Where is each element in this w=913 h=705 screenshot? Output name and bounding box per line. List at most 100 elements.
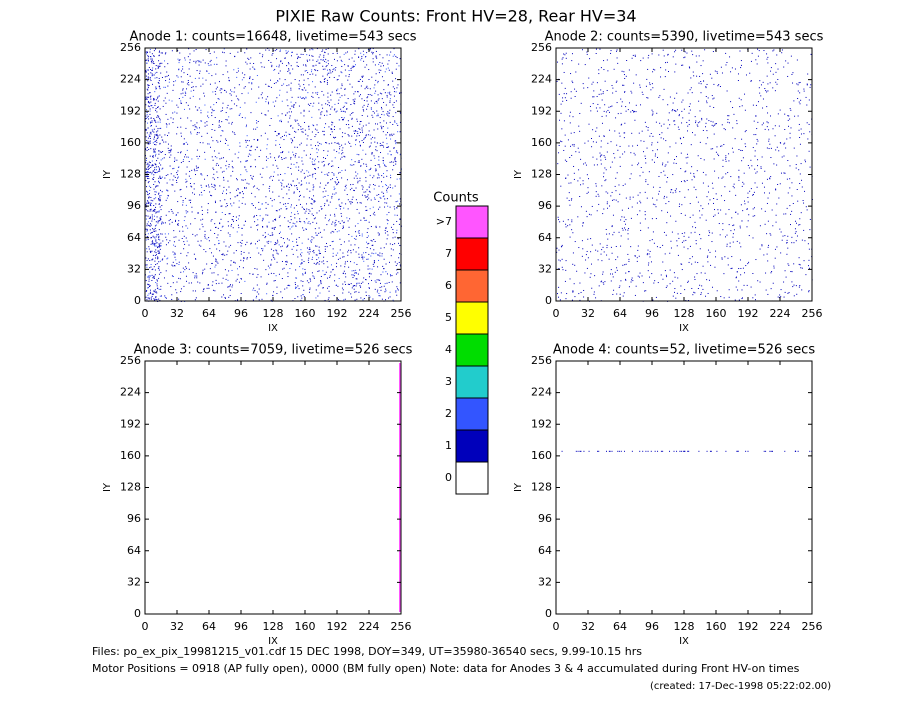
count-pixel: [389, 261, 391, 263]
count-pixel: [166, 258, 168, 260]
count-pixel: [374, 137, 376, 139]
count-pixel: [377, 128, 379, 130]
count-pixel: [146, 69, 148, 71]
count-pixel: [393, 95, 395, 97]
count-pixel: [313, 277, 315, 279]
count-pixel: [323, 187, 325, 189]
count-pixel: [381, 76, 383, 78]
count-pixel: [157, 246, 159, 248]
count-pixel: [767, 112, 769, 114]
count-pixel: [299, 85, 301, 87]
count-pixel: [190, 223, 192, 225]
count-pixel: [377, 289, 379, 291]
count-pixel: [337, 78, 339, 80]
count-pixel: [368, 253, 370, 255]
count-pixel: [378, 233, 380, 235]
count-pixel: [149, 77, 151, 79]
count-pixel: [240, 292, 242, 294]
count-pixel: [343, 256, 345, 258]
count-pixel: [394, 160, 396, 162]
count-pixel: [148, 275, 150, 277]
count-pixel: [648, 54, 650, 56]
count-pixel: [739, 242, 741, 244]
count-pixel: [673, 109, 675, 111]
count-pixel: [146, 172, 148, 174]
count-pixel: [212, 91, 214, 93]
count-pixel: [611, 199, 613, 201]
count-pixel: [237, 274, 239, 276]
count-pixel: [781, 156, 783, 158]
count-pixel: [151, 105, 153, 107]
count-pixel: [396, 286, 398, 288]
count-pixel: [222, 107, 224, 109]
count-pixel: [250, 166, 252, 168]
count-pixel: [587, 257, 589, 259]
count-pixel: [290, 65, 292, 67]
count-pixel: [372, 52, 374, 54]
count-pixel: [187, 79, 189, 81]
count-pixel: [170, 148, 172, 150]
count-pixel: [184, 156, 186, 158]
count-pixel: [194, 77, 196, 79]
count-pixel: [301, 89, 303, 91]
count-pixel: [178, 264, 180, 266]
count-pixel: [215, 283, 217, 285]
count-pixel: [212, 289, 214, 291]
count-pixel: [355, 171, 357, 173]
count-pixel: [294, 155, 296, 157]
count-pixel: [667, 119, 669, 121]
count-pixel: [164, 86, 166, 88]
count-pixel: [176, 281, 178, 283]
count-pixel: [250, 154, 252, 156]
count-pixel: [559, 221, 561, 223]
count-pixel: [295, 102, 297, 104]
count-pixel: [673, 272, 675, 274]
count-pixel: [790, 224, 792, 226]
count-pixel: [697, 122, 699, 124]
count-pixel: [651, 53, 653, 55]
count-pixel: [665, 164, 667, 166]
count-pixel: [345, 75, 347, 77]
count-pixel: [221, 171, 223, 173]
count-pixel: [183, 108, 185, 110]
count-pixel: [706, 196, 708, 198]
count-pixel: [678, 114, 680, 116]
count-pixel: [675, 49, 677, 51]
count-pixel: [726, 243, 728, 245]
count-pixel: [250, 57, 252, 59]
count-pixel: [334, 188, 336, 190]
count-pixel: [151, 232, 153, 234]
count-pixel: [158, 211, 160, 213]
count-pixel: [389, 161, 391, 163]
count-pixel: [312, 221, 314, 223]
count-pixel: [366, 97, 368, 99]
count-pixel: [595, 48, 597, 50]
count-pixel: [300, 180, 302, 182]
count-pixel: [234, 56, 236, 58]
count-pixel: [317, 270, 319, 272]
count-pixel: [231, 166, 233, 168]
count-pixel: [652, 203, 654, 205]
count-pixel: [620, 124, 622, 126]
count-pixel: [333, 189, 335, 191]
count-pixel: [196, 167, 198, 169]
count-pixel: [215, 260, 217, 262]
count-pixel: [345, 124, 347, 126]
count-pixel: [355, 175, 357, 177]
count-pixel: [383, 120, 385, 122]
count-pixel: [392, 55, 394, 57]
count-pixel: [646, 197, 648, 199]
count-pixel: [147, 215, 149, 217]
count-pixel: [166, 135, 168, 137]
count-pixel: [373, 239, 375, 241]
count-pixel: [233, 103, 235, 105]
count-pixel: [605, 179, 607, 181]
count-pixel: [254, 159, 256, 161]
count-pixel: [574, 95, 576, 97]
count-pixel: [235, 189, 237, 191]
count-pixel: [334, 108, 336, 110]
count-pixel: [147, 276, 149, 278]
count-pixel: [239, 114, 241, 116]
count-pixel: [335, 111, 337, 113]
count-pixel: [674, 276, 676, 278]
